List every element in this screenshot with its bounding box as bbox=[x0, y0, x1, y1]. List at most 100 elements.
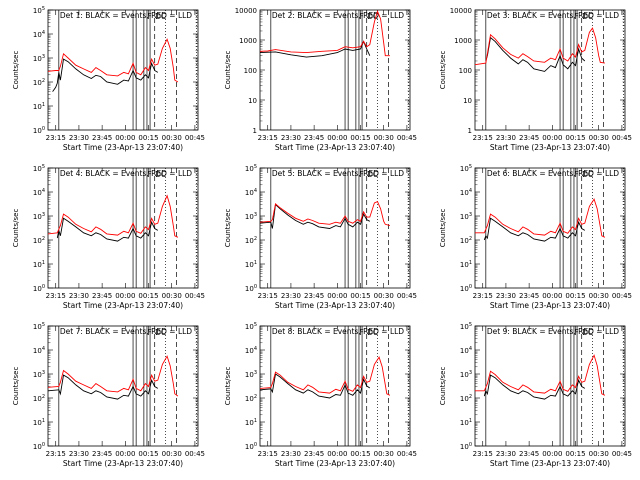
y-tick-label: 100 bbox=[33, 126, 45, 135]
y-tick-label: 104 bbox=[33, 188, 45, 197]
panel-title: Det 8: BLACK = Events, RED = LLD bbox=[272, 327, 404, 336]
x-axis-label: Start Time (23-Apr-13 23:07:40) bbox=[63, 301, 183, 310]
y-tick-label: 101 bbox=[460, 418, 472, 427]
series-lld-line bbox=[48, 194, 179, 238]
y-tick-label: 103 bbox=[33, 370, 45, 379]
flare-label: D bbox=[155, 328, 161, 337]
y-tick-label: 100 bbox=[460, 284, 472, 293]
y-tick-label: 103 bbox=[245, 212, 257, 221]
series-events-line bbox=[485, 36, 586, 72]
x-tick-label: 00:00 bbox=[327, 292, 347, 300]
y-tick-label: 101 bbox=[33, 418, 45, 427]
y-axis-label: Counts/sec bbox=[12, 209, 20, 248]
flare-label: F bbox=[574, 328, 578, 337]
series-events-line bbox=[483, 374, 586, 400]
series-events-line bbox=[260, 40, 371, 58]
panel-title: Det 1: BLACK = Events, RED = LLD bbox=[60, 11, 192, 20]
panel-title: Det 5: BLACK = Events, RED = LLD bbox=[272, 169, 404, 178]
panel-det1: Det 1: BLACK = Events, RED = LLD Counts/s… bbox=[12, 6, 205, 152]
y-tick-label: 104 bbox=[460, 188, 472, 197]
flare-label: F bbox=[147, 12, 151, 21]
x-tick-label: 00:15 bbox=[138, 134, 158, 142]
flare-label: D bbox=[155, 170, 161, 179]
panel-title: Det 2: BLACK = Events, RED = LLD bbox=[272, 11, 404, 20]
x-tick-label: 00:45 bbox=[397, 134, 417, 142]
x-tick-label: 00:15 bbox=[565, 134, 585, 142]
x-tick-label: 23:15 bbox=[258, 134, 278, 142]
y-tick-label: 101 bbox=[245, 418, 257, 427]
y-tick-label: 1000 bbox=[239, 37, 257, 45]
flare-label: F bbox=[574, 12, 578, 21]
series-events-line bbox=[260, 203, 371, 229]
flare-label: D bbox=[367, 12, 373, 21]
y-tick-label: 100 bbox=[459, 67, 472, 75]
x-tick-label: 23:30 bbox=[69, 292, 89, 300]
plot-frame bbox=[474, 167, 626, 289]
x-tick-label: 23:30 bbox=[281, 450, 301, 458]
x-tick-label: 00:00 bbox=[542, 450, 562, 458]
x-tick-label: 00:30 bbox=[589, 292, 609, 300]
y-tick-label: 101 bbox=[33, 102, 45, 111]
x-tick-label: 00:30 bbox=[374, 450, 394, 458]
flare-label: F bbox=[359, 170, 363, 179]
y-tick-label: 10 bbox=[248, 97, 257, 105]
x-axis-label: Start Time (23-Apr-13 23:07:40) bbox=[490, 143, 610, 152]
flare-label: C bbox=[161, 170, 166, 179]
x-tick-label: 00:45 bbox=[612, 134, 632, 142]
y-axis-label: Counts/sec bbox=[439, 51, 447, 90]
x-tick-label: 23:45 bbox=[92, 450, 112, 458]
flare-label: C bbox=[373, 328, 378, 337]
y-tick-label: 102 bbox=[245, 236, 257, 245]
flare-label: C bbox=[588, 12, 593, 21]
x-tick-label: 00:30 bbox=[162, 450, 182, 458]
series-events-line bbox=[52, 58, 159, 92]
series-lld-line bbox=[48, 355, 179, 397]
y-tick-label: 103 bbox=[460, 212, 472, 221]
flare-label: F bbox=[359, 328, 363, 337]
y-tick-label: 101 bbox=[245, 260, 257, 269]
series-lld-line bbox=[475, 27, 605, 66]
flare-label: C bbox=[161, 12, 166, 21]
x-axis-label: Start Time (23-Apr-13 23:07:40) bbox=[275, 459, 395, 468]
x-tick-label: 00:45 bbox=[185, 134, 205, 142]
y-tick-label: 102 bbox=[460, 236, 472, 245]
x-tick-label: 00:00 bbox=[327, 450, 347, 458]
x-tick-label: 00:15 bbox=[350, 292, 370, 300]
flare-label: D bbox=[582, 12, 588, 21]
x-tick-label: 23:45 bbox=[304, 292, 324, 300]
x-axis-label: Start Time (23-Apr-13 23:07:40) bbox=[275, 143, 395, 152]
y-tick-label: 100 bbox=[244, 67, 257, 75]
y-tick-label: 101 bbox=[33, 260, 45, 269]
plot-frame bbox=[259, 9, 411, 131]
x-tick-label: 00:30 bbox=[162, 134, 182, 142]
x-tick-label: 23:45 bbox=[519, 292, 539, 300]
x-tick-label: 23:30 bbox=[69, 450, 89, 458]
y-tick-label: 105 bbox=[33, 6, 45, 15]
panel-det4: Det 4: BLACK = Events, RED = LLD Counts/s… bbox=[12, 164, 205, 310]
y-axis-label: Counts/sec bbox=[439, 367, 447, 406]
x-tick-label: 00:15 bbox=[350, 134, 370, 142]
x-tick-label: 00:00 bbox=[327, 134, 347, 142]
y-tick-label: 103 bbox=[245, 370, 257, 379]
y-axis-label: Counts/sec bbox=[224, 209, 232, 248]
x-tick-label: 23:45 bbox=[92, 292, 112, 300]
x-tick-label: 00:30 bbox=[589, 134, 609, 142]
y-tick-label: 104 bbox=[460, 346, 472, 355]
x-tick-label: 23:30 bbox=[496, 292, 516, 300]
flare-label: D bbox=[155, 12, 161, 21]
x-tick-label: 23:30 bbox=[281, 134, 301, 142]
y-tick-label: 1 bbox=[468, 127, 472, 135]
x-tick-label: 23:15 bbox=[46, 450, 66, 458]
y-axis-label: Counts/sec bbox=[12, 51, 20, 90]
flare-label: C bbox=[373, 170, 378, 179]
x-axis-label: Start Time (23-Apr-13 23:07:40) bbox=[275, 301, 395, 310]
y-tick-label: 103 bbox=[33, 212, 45, 221]
plot-frame bbox=[259, 167, 411, 289]
x-tick-label: 23:45 bbox=[519, 134, 539, 142]
x-tick-label: 23:15 bbox=[258, 450, 278, 458]
y-tick-label: 105 bbox=[33, 322, 45, 331]
y-tick-label: 103 bbox=[460, 370, 472, 379]
x-tick-label: 00:45 bbox=[397, 450, 417, 458]
x-tick-label: 00:45 bbox=[397, 292, 417, 300]
plot-frame bbox=[474, 325, 626, 447]
